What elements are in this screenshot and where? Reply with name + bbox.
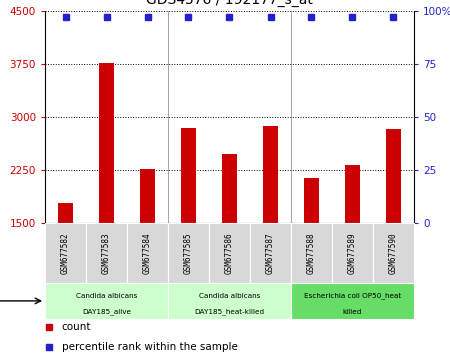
Bar — [168, 283, 291, 319]
Bar — [386, 129, 400, 223]
Bar — [332, 223, 373, 283]
Bar — [168, 223, 209, 283]
Text: GSM677590: GSM677590 — [389, 232, 398, 274]
Text: GSM677582: GSM677582 — [61, 232, 70, 274]
Text: killed: killed — [343, 309, 362, 314]
Text: GSM677585: GSM677585 — [184, 232, 193, 274]
Bar — [58, 203, 73, 223]
Bar — [291, 223, 332, 283]
Text: GSM677584: GSM677584 — [143, 232, 152, 274]
Bar — [345, 165, 360, 223]
Bar — [45, 223, 86, 283]
Bar — [304, 178, 319, 223]
Text: count: count — [62, 322, 91, 332]
Bar — [181, 128, 196, 223]
Bar — [127, 223, 168, 283]
Bar — [291, 283, 414, 319]
Text: Candida albicans: Candida albicans — [76, 293, 137, 298]
Text: GSM677587: GSM677587 — [266, 232, 275, 274]
Text: percentile rank within the sample: percentile rank within the sample — [62, 342, 238, 352]
Text: GSM677588: GSM677588 — [307, 232, 316, 274]
Bar — [263, 126, 278, 223]
Bar — [250, 223, 291, 283]
Bar — [209, 223, 250, 283]
Text: GSM677586: GSM677586 — [225, 232, 234, 274]
Bar — [99, 63, 114, 223]
Text: GSM677583: GSM677583 — [102, 232, 111, 274]
Text: Escherichia coli OP50_heat: Escherichia coli OP50_heat — [304, 292, 401, 299]
Title: GDS4576 / 192177_s_at: GDS4576 / 192177_s_at — [146, 0, 313, 7]
Text: GSM677589: GSM677589 — [348, 232, 357, 274]
Bar — [222, 154, 237, 223]
Bar — [140, 169, 155, 223]
Bar — [45, 283, 168, 319]
Text: DAY185_heat-killed: DAY185_heat-killed — [194, 308, 265, 315]
Text: DAY185_alive: DAY185_alive — [82, 308, 131, 315]
Bar — [373, 223, 414, 283]
Bar — [86, 223, 127, 283]
Text: Candida albicans: Candida albicans — [199, 293, 260, 298]
